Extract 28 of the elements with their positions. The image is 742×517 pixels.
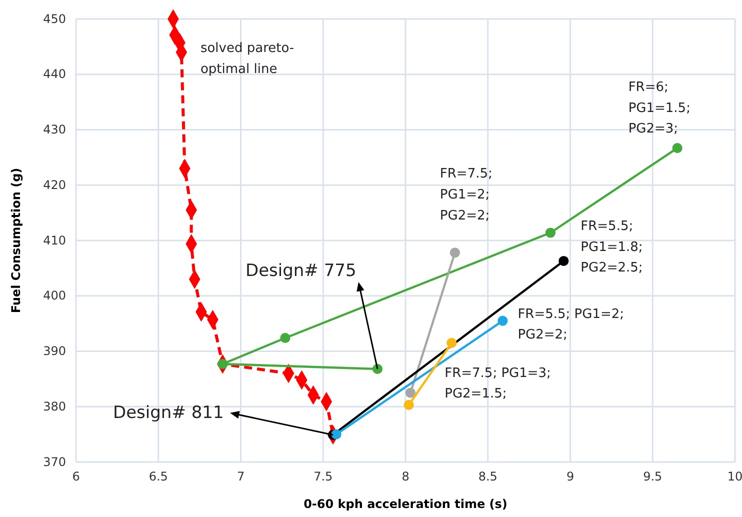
y-axis-title: Fuel Consumption (g) bbox=[9, 168, 23, 314]
x-tick-label: 9 bbox=[566, 470, 574, 484]
y-tick-label: 420 bbox=[43, 178, 66, 192]
annotation: FR=7.5; PG1=2; PG2=2; bbox=[440, 166, 492, 224]
annotation: FR=6; PG1=1.5; PG2=3; bbox=[628, 80, 690, 137]
y-tick-label: 370 bbox=[43, 454, 66, 469]
y-tick-label: 430 bbox=[43, 122, 66, 137]
y-tick-label: 380 bbox=[43, 399, 66, 414]
x-tick-label: 7 bbox=[236, 470, 245, 484]
y-tick-label: 400 bbox=[43, 288, 66, 303]
annotation: FR=5.5; PG1=1.8; PG2=2.5; bbox=[580, 218, 643, 276]
annotation: Design# 811 bbox=[113, 402, 224, 423]
annotation: solved pareto- optimal line bbox=[200, 41, 294, 78]
annotation: FR=7.5; PG1=3; PG2=1.5; bbox=[444, 366, 551, 402]
x-tick-label: 8 bbox=[402, 470, 410, 484]
y-tick-label: 390 bbox=[43, 344, 66, 358]
y-tick-label: 440 bbox=[43, 67, 66, 82]
x-tick-label: 6.5 bbox=[148, 470, 168, 484]
x-axis-title: 0-60 kph acceleration time (s) bbox=[304, 497, 508, 511]
annotation: FR=5.5; PG1=2; PG2=2; bbox=[518, 306, 624, 343]
x-tick-label: 9.5 bbox=[643, 470, 662, 484]
annotation: Design# 775 bbox=[245, 260, 356, 281]
x-tick-label: 10 bbox=[727, 470, 742, 484]
y-tick-label: 450 bbox=[43, 12, 66, 26]
y-tick-label: 410 bbox=[43, 233, 66, 248]
x-tick-label: 6 bbox=[72, 470, 80, 484]
x-tick-label: 8.5 bbox=[478, 470, 498, 484]
x-tick-label: 7.5 bbox=[314, 470, 333, 484]
